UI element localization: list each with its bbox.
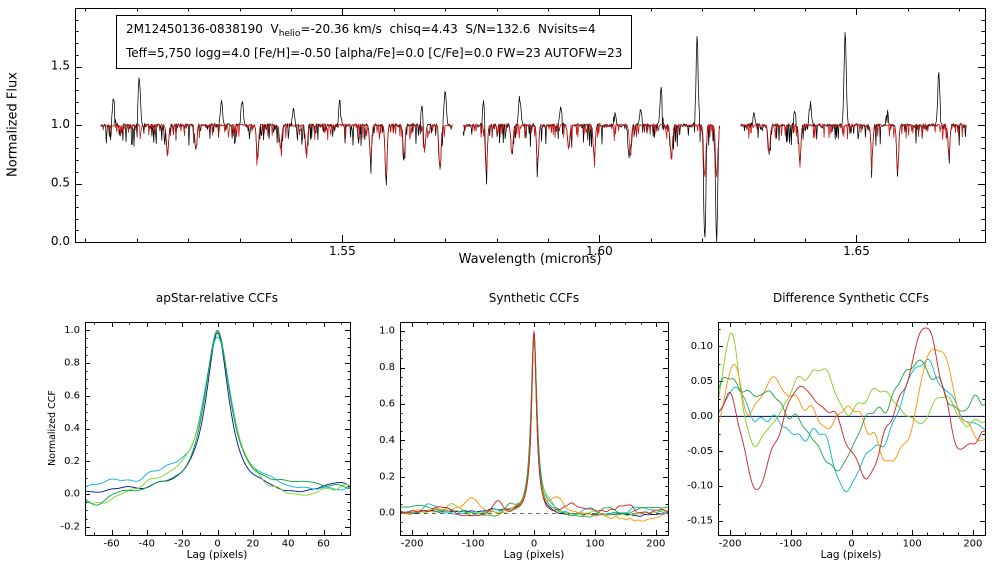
- panel-title-difference-ccfs: Difference Synthetic CCFs: [772, 291, 930, 305]
- lag-axis-label-1: Lag (pixels): [186, 549, 248, 561]
- ccf-axis-label: Normalized CCF: [47, 390, 58, 466]
- lag-axis-label-2: Lag (pixels): [503, 549, 565, 561]
- panel-title-apstar-ccfs: apStar-relative CCFs: [155, 291, 279, 305]
- lag-axis-label-3: Lag (pixels): [820, 549, 882, 561]
- annotation-line-2: Teff=5,750 logg=4.0 [Fe/H]=-0.50 [alpha/…: [126, 46, 623, 60]
- fit-parameters-annotation: 2M12450136-0838190 Vhelio=-20.36 km/s ch…: [116, 15, 633, 69]
- vhelio-subscript: helio: [278, 29, 301, 39]
- panel-title-synthetic-ccfs: Synthetic CCFs: [488, 291, 580, 305]
- flux-axis-label: Normalized Flux: [5, 72, 21, 177]
- star-id-and-vhelio-prefix: 2M12450136-0838190 V: [126, 22, 279, 36]
- annotation-line-1: 2M12450136-0838190 Vhelio=-20.36 km/s ch…: [126, 20, 622, 44]
- vhelio-chisq-sn-nvisits: =-20.36 km/s chisq=4.43 S/N=132.6 Nvisit…: [300, 22, 596, 36]
- wavelength-axis-label: Wavelength (microns): [458, 252, 602, 267]
